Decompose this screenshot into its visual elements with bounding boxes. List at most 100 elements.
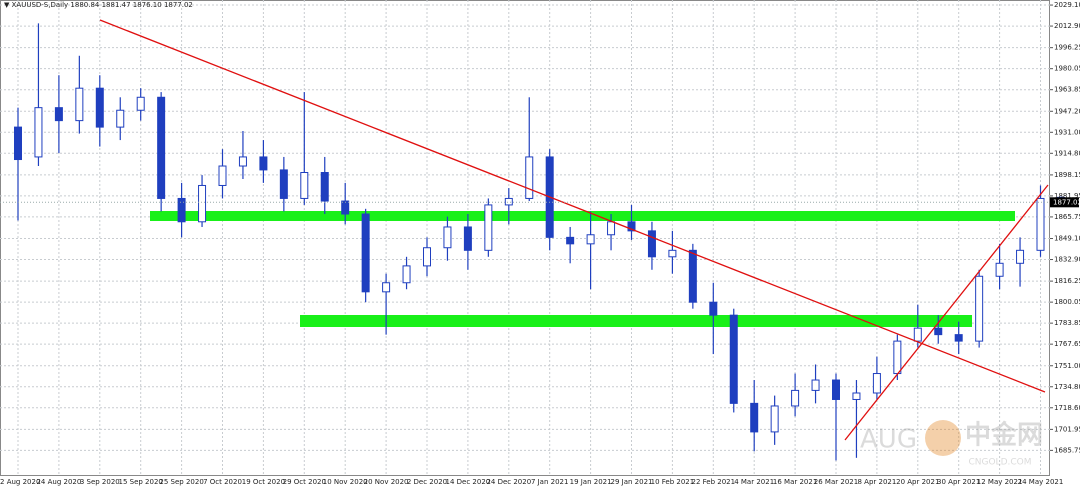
current-price-tag bbox=[1050, 197, 1079, 208]
watermark-site: 中金网 bbox=[965, 420, 1043, 451]
x-tick-label: 19 Oct 2020 bbox=[242, 478, 285, 486]
candle-body bbox=[14, 126, 22, 161]
candle-body bbox=[893, 340, 902, 375]
y-tick-label: 1751.00 bbox=[1054, 362, 1080, 370]
candle-body bbox=[1036, 197, 1045, 251]
candle-body bbox=[116, 109, 125, 128]
y-tick-label: 1898.15 bbox=[1054, 171, 1080, 179]
y-tick-label: 1800.05 bbox=[1054, 298, 1080, 306]
x-tick-label: 24 Aug 2020 bbox=[36, 478, 81, 486]
support-zone bbox=[300, 315, 972, 327]
y-tick-label: 1914.80 bbox=[1054, 149, 1080, 157]
candle-body bbox=[688, 249, 697, 303]
x-tick-label: 26 Mar 2021 bbox=[814, 478, 858, 486]
y-tick-label: 1734.80 bbox=[1054, 383, 1080, 391]
y-tick-label: 1783.85 bbox=[1054, 319, 1080, 327]
watermark-url: CNGOLD.COM bbox=[968, 458, 1031, 468]
x-tick-label: 10 Nov 2020 bbox=[323, 478, 368, 486]
plot-frame bbox=[0, 0, 1050, 476]
candle-body bbox=[791, 389, 800, 407]
x-tick-label: 29 Oct 2020 bbox=[283, 478, 326, 486]
watermark-logo bbox=[925, 420, 961, 456]
candle-body bbox=[975, 275, 984, 342]
y-tick-label: 1865.75 bbox=[1054, 213, 1080, 221]
candle-body bbox=[852, 392, 861, 400]
support-zone bbox=[150, 211, 1015, 221]
trend-line bbox=[99, 19, 1046, 393]
candle-body bbox=[995, 262, 1004, 277]
y-tick-label: 2029.10 bbox=[1054, 1, 1080, 9]
candles bbox=[14, 23, 1065, 461]
candle-body bbox=[525, 156, 534, 199]
y-tick-label: 1685.75 bbox=[1054, 446, 1080, 454]
candle-body bbox=[443, 226, 452, 249]
candle-body bbox=[320, 172, 329, 202]
y-tick-label: 1963.85 bbox=[1054, 86, 1080, 94]
x-tick-label: 12 May 2021 bbox=[977, 478, 1023, 486]
candle-body bbox=[198, 184, 207, 223]
candle-body bbox=[647, 230, 656, 258]
x-tick-label: 20 Apr 2021 bbox=[896, 478, 939, 486]
y-tick-label: 1701.95 bbox=[1054, 425, 1080, 433]
candle-body bbox=[750, 402, 759, 433]
candle-body bbox=[238, 156, 247, 167]
candle-body bbox=[832, 379, 840, 400]
y-tick-label: 2012.90 bbox=[1054, 22, 1080, 30]
candle-body bbox=[259, 156, 268, 171]
y-tick-label: 1718.60 bbox=[1054, 404, 1080, 412]
candle-body bbox=[136, 96, 145, 111]
candle-body bbox=[157, 96, 166, 199]
candle-body bbox=[300, 172, 309, 199]
x-tick-label: 30 Apr 2021 bbox=[937, 478, 980, 486]
x-tick-label: 10 Feb 2021 bbox=[651, 478, 695, 486]
candle-body bbox=[1016, 249, 1025, 264]
x-tick-label: 2 Dec 2020 bbox=[407, 478, 447, 486]
candle-body bbox=[423, 247, 431, 267]
symbol: XAUUSD-S,Daily bbox=[12, 1, 69, 9]
candle-body bbox=[709, 301, 718, 316]
candle-body bbox=[504, 197, 513, 206]
x-tick-label: 29 Jan 2021 bbox=[611, 478, 653, 486]
candle-body bbox=[75, 87, 84, 122]
candle-body bbox=[402, 265, 411, 284]
x-tick-label: 20 Nov 2020 bbox=[364, 478, 409, 486]
candle-body bbox=[607, 221, 616, 236]
candle-body bbox=[872, 373, 881, 394]
watermark-brand: AUG bbox=[860, 425, 917, 455]
x-tick-label: 7 Jan 2021 bbox=[531, 478, 569, 486]
x-tick-label: 15 Sep 2020 bbox=[119, 478, 163, 486]
chart-title: ▼ XAUUSD-S,Daily 1880.84 1881.47 1876.10… bbox=[4, 1, 193, 9]
x-tick-label: 7 Oct 2020 bbox=[203, 478, 242, 486]
y-tick-label: 1849.10 bbox=[1054, 235, 1080, 243]
y-tick-label: 1931.00 bbox=[1054, 128, 1080, 136]
candle-body bbox=[811, 379, 820, 391]
candle-body bbox=[177, 197, 186, 223]
x-tick-label: 14 Dec 2020 bbox=[446, 478, 491, 486]
x-tick-label: 24 Dec 2020 bbox=[486, 478, 531, 486]
candle-body bbox=[586, 234, 595, 245]
candle-body bbox=[668, 249, 677, 258]
y-tick-label: 1767.65 bbox=[1054, 340, 1080, 348]
candle-body bbox=[54, 107, 63, 122]
quote: 1880.84 1881.47 1876.10 1877.02 bbox=[70, 1, 192, 9]
x-tick-label: 25 Sep 2020 bbox=[159, 478, 203, 486]
candle-body bbox=[954, 334, 963, 342]
candle-body bbox=[382, 282, 391, 293]
candle-body bbox=[934, 327, 943, 336]
x-tick-label: 3 Sep 2020 bbox=[80, 478, 120, 486]
x-tick-label: 12 Aug 2020 bbox=[0, 478, 40, 486]
y-tick-label: 1816.25 bbox=[1054, 277, 1080, 285]
x-tick-label: 8 Apr 2021 bbox=[857, 478, 896, 486]
candle-body bbox=[34, 107, 43, 158]
candle-body bbox=[913, 327, 922, 342]
y-tick-label: 1980.05 bbox=[1054, 65, 1080, 73]
y-tick-label: 1996.25 bbox=[1054, 44, 1080, 52]
candle-body bbox=[218, 165, 227, 186]
trend-line bbox=[844, 184, 1049, 441]
y-tick-label: 1881.95 bbox=[1054, 192, 1080, 200]
x-tick-label: 16 Mar 2021 bbox=[773, 478, 817, 486]
y-tick-label: 1947.20 bbox=[1054, 107, 1080, 115]
x-tick-label: 4 Mar 2021 bbox=[734, 478, 774, 486]
